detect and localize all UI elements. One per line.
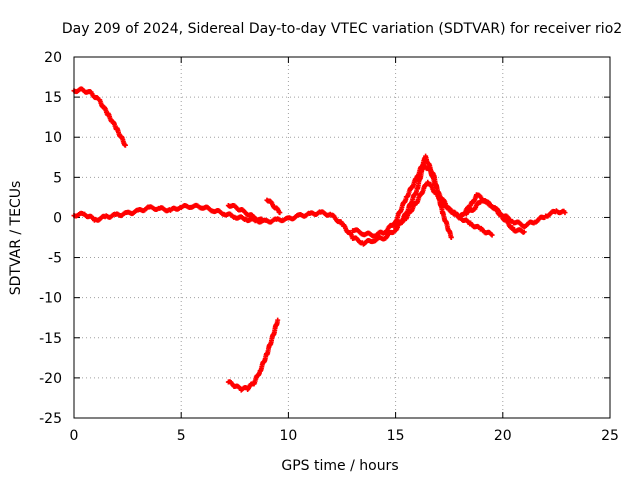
- series-arc-lower-dip: [225, 317, 281, 393]
- y-tick-label: 10: [44, 130, 62, 146]
- y-tick-label: 15: [44, 90, 62, 106]
- y-axis-title: SDTVAR / TECUs: [8, 181, 24, 296]
- x-tick-label: 5: [177, 428, 186, 444]
- x-tick-label: 15: [387, 428, 405, 444]
- data-point: [275, 317, 281, 323]
- data-point: [489, 232, 495, 238]
- data-point: [260, 218, 266, 224]
- y-tick-label: -5: [48, 251, 62, 267]
- data-point: [448, 235, 454, 240]
- grid-lines: [74, 57, 610, 418]
- y-tick-label: 20: [44, 50, 62, 66]
- y-tick-label: -25: [39, 411, 62, 427]
- y-tick-label: -20: [39, 371, 62, 387]
- x-tick-label: 25: [601, 428, 619, 444]
- data-point: [122, 142, 128, 148]
- y-tick-label: 5: [53, 170, 62, 186]
- series-arc-mid-b: [264, 197, 283, 216]
- series-arc-mid-a: [225, 202, 266, 224]
- x-tick-label: 20: [494, 428, 512, 444]
- chart-title: Day 209 of 2024, Sidereal Day-to-day VTE…: [62, 21, 622, 37]
- x-axis-title: GPS time / hours: [281, 458, 398, 474]
- data-point: [338, 219, 344, 225]
- data-series: [71, 86, 568, 393]
- data-point: [277, 210, 283, 216]
- plot-frame: [73, 56, 611, 419]
- y-tick-label: 0: [53, 210, 62, 226]
- y-tick-label: -10: [39, 291, 62, 307]
- y-tick-label: -15: [39, 331, 62, 347]
- x-tick-label: 0: [70, 428, 79, 444]
- series-arc-upper-start: [71, 86, 128, 148]
- series-arc-late-c: [463, 197, 527, 235]
- series-arc-late-b: [393, 179, 495, 238]
- data-point: [562, 210, 568, 216]
- data-point: [521, 229, 527, 235]
- x-tick-label: 10: [279, 428, 297, 444]
